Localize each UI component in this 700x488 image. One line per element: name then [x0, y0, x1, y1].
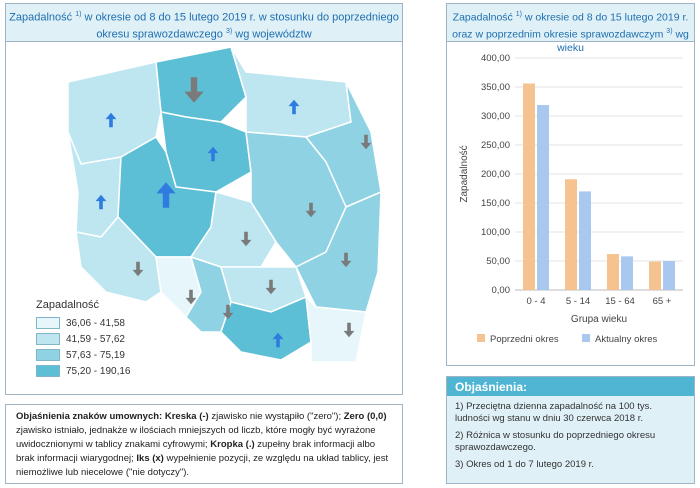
region-podkarpackie[interactable]: [305, 294, 367, 363]
symbol-desc: zjawisko istniało, jednakże w ilościach …: [16, 425, 376, 450]
arrow-down-icon: [185, 289, 197, 305]
chart-title-text-2b: wg wieku: [557, 28, 689, 54]
arrow-down-icon: [360, 134, 372, 150]
y-tick-label: 100,00: [481, 227, 510, 238]
x-tick-label: 0 - 4: [526, 296, 545, 307]
bar-previous: [607, 254, 619, 290]
arrow-down-icon: [222, 304, 234, 320]
arrow-down-icon: [265, 279, 277, 295]
chart-title-sup-1: 1): [515, 11, 522, 18]
symbol-term: Zero (0,0): [343, 411, 387, 422]
y-tick-label: 250,00: [481, 140, 510, 151]
arrow-up-icon: [105, 112, 117, 128]
arrow-down-icon: [184, 77, 204, 103]
map-title-text-2b: wg województw: [232, 28, 312, 41]
y-tick-label: 0,00: [492, 285, 511, 296]
chart-title: Zapadalność 1) w okresie od 8 do 15 lute…: [447, 4, 694, 54]
map-legend-row: 41,59 - 57,62: [36, 333, 131, 345]
notes-panel: Objaśnienia: 1) Przeciętna dzienna zapad…: [446, 376, 695, 484]
map-title-sup-1: 1): [75, 11, 82, 18]
region-malopolskie[interactable]: [220, 295, 312, 361]
y-tick-label: 150,00: [481, 198, 510, 209]
y-tick-label: 300,00: [481, 111, 510, 122]
x-tick-label: 15 - 64: [605, 296, 635, 307]
y-tick-label: 50,00: [486, 256, 510, 267]
region-pomorskie[interactable]: [155, 46, 247, 123]
map-legend-title: Zapadalność: [36, 299, 99, 311]
arrow-up-icon: [156, 182, 176, 208]
poland-voivodeship-map: [67, 46, 382, 363]
symbols-explanation: Objaśnienia znaków umownych: Kreska (-) …: [5, 404, 403, 484]
legend-swatch: [582, 334, 590, 342]
map-legend-label: 57,63 - 75,19: [66, 349, 125, 361]
arrow-down-icon: [132, 261, 144, 277]
map-legend-label: 41,59 - 57,62: [66, 333, 125, 345]
map-legend-row: 36,06 - 41,58: [36, 317, 131, 329]
legend-label: Poprzedni okres: [490, 334, 559, 345]
arrow-down-icon: [305, 202, 317, 218]
bar-previous: [649, 261, 661, 290]
age-group-bar-chart: 0,00 50,00 100,00 150,00 200,00 250,00 300,00 3…: [459, 53, 683, 345]
note-item: 1) Przeciętna dzienna zapadalność na 100…: [455, 401, 652, 424]
bar-previous: [523, 83, 535, 290]
map-title-text-1: Zapadalność: [9, 11, 73, 24]
arrow-up-icon: [207, 146, 219, 162]
y-axis-label: Zapadalność: [459, 145, 470, 202]
arrow-up-icon: [288, 99, 300, 115]
bar-current: [537, 104, 549, 290]
map-legend-label: 36,06 - 41,58: [66, 317, 125, 329]
legend-swatch: [36, 333, 60, 345]
legend-swatch: [36, 317, 60, 329]
chart-title-text-2a: oraz w poprzednim okresie sprawozdawczym: [452, 28, 664, 40]
arrow-up-icon: [95, 194, 107, 210]
symbol-desc: zupełny brak informacji albo brak inform…: [16, 439, 376, 464]
symbols-title: Objaśnienia znaków umownych:: [16, 411, 163, 422]
symbol-term: Iks (x): [136, 453, 164, 464]
arrow-up-icon: [272, 332, 284, 348]
x-tick-label: 65 +: [653, 296, 672, 307]
x-axis-label: Grupa wieku: [571, 314, 627, 325]
chart-title-text-1a: Zapadalność: [452, 11, 513, 24]
legend-swatch: [477, 334, 485, 342]
map-title: Zapadalność 1) w okresie od 8 do 15 lute…: [6, 4, 402, 42]
chart-title-sup-2: 3): [666, 27, 673, 35]
note-item: 2) Różnica w stosunku do poprzedniego ok…: [455, 430, 656, 453]
map-legend-label: 75,20 - 190,16: [66, 365, 131, 377]
y-tick-label: 400,00: [481, 53, 510, 64]
map-legend-row: 75,20 - 190,16: [36, 365, 131, 377]
legend-swatch: [36, 365, 60, 377]
symbol-desc: wypełnienie pozycji, ze względu na układ…: [16, 453, 389, 478]
arrow-down-icon: [343, 322, 355, 338]
map-title-text-2a: okresu sprawozdawczego: [96, 28, 223, 41]
arrow-down-icon: [340, 252, 352, 268]
symbol-desc: zjawisko nie wystąpiło ("zero");: [208, 411, 344, 422]
bar-previous: [565, 179, 577, 290]
arrow-down-icon: [240, 231, 252, 247]
note-item: 3) Okres od 1 do 7 lutego 2019 r.: [455, 459, 594, 470]
map-title-sup-2: 3): [225, 27, 233, 35]
legend-label: Aktualny okres: [595, 334, 658, 345]
symbol-term: Kropka (.): [210, 439, 255, 450]
bar-current: [621, 256, 633, 290]
y-tick-label: 200,00: [481, 169, 510, 180]
y-tick-label: 350,00: [481, 82, 510, 93]
chart-title-text-1b: w okresie od 8 do 15 lutego 2019 r.: [521, 11, 689, 24]
map-title-text-1b: w okresie od 8 do 15 lutego 2019 r. w st…: [81, 11, 399, 24]
region-warminsko-mazurskie[interactable]: [230, 46, 352, 138]
bar-current: [579, 191, 591, 290]
symbol-term: Kreska (-): [164, 411, 209, 422]
map-legend-row: 57,63 - 75,19: [36, 349, 131, 361]
chart-panel: Zapadalność 1) w okresie od 8 do 15 lute…: [446, 3, 695, 366]
legend-swatch: [36, 349, 60, 361]
bar-current: [663, 261, 675, 290]
map-panel: Zapadalność 1) w okresie od 8 do 15 lute…: [5, 3, 403, 395]
notes-header: Objaśnienia:: [447, 377, 694, 396]
x-tick-label: 5 - 14: [566, 296, 590, 307]
map-legend: Zapadalność 36,06 - 41,58 41,59 - 57,62 …: [36, 299, 131, 377]
